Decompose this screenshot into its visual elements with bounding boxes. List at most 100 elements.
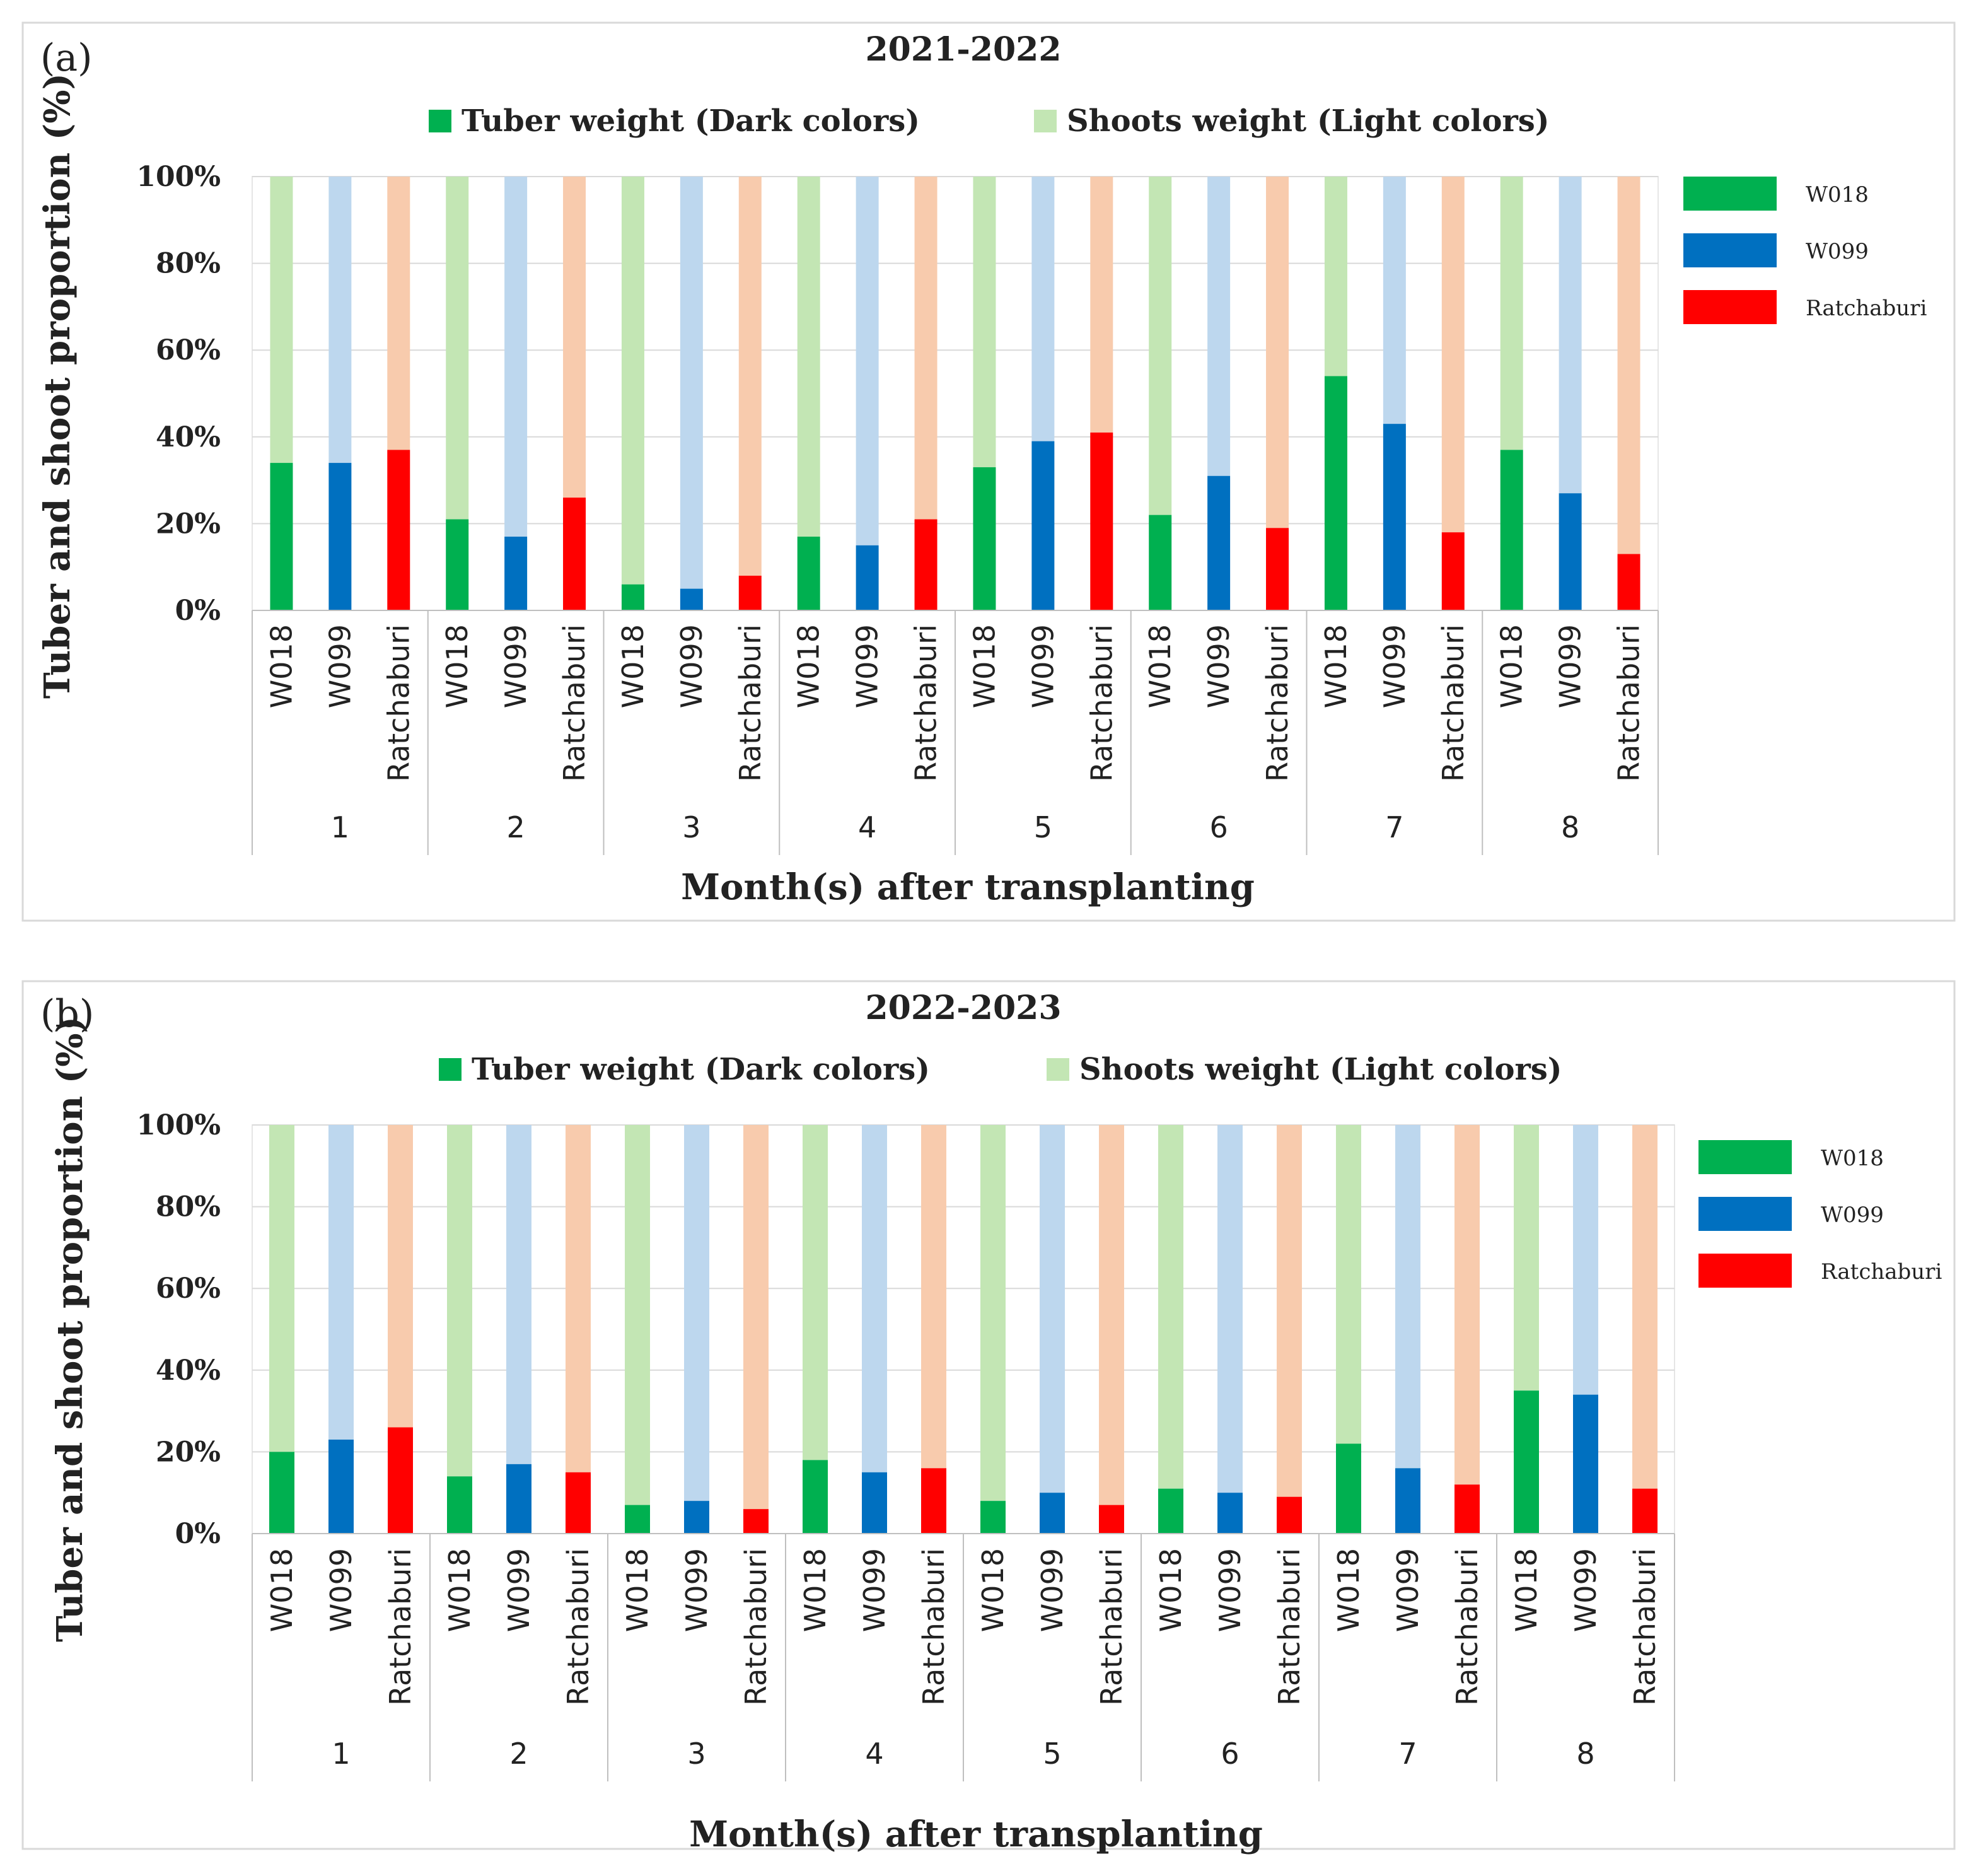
category-label: Ratchaburi	[381, 624, 415, 782]
bar-tuber-ratchaburi-month-6	[1266, 528, 1289, 610]
group-label-month: 6	[1209, 810, 1228, 844]
group-label-month: 7	[1385, 810, 1403, 844]
category-label: Ratchaburi	[739, 1548, 773, 1706]
bar-shoots-w018-month-2	[446, 177, 469, 520]
bar-shoots-w099-month-5	[1031, 177, 1055, 441]
legend-swatch-shoots	[1047, 1058, 1069, 1081]
category-label: Ratchaburi	[733, 624, 767, 782]
bar-shoots-w018-month-4	[797, 177, 820, 537]
bar-tuber-w099-month-5	[1040, 1493, 1065, 1534]
bar-shoots-ratchaburi-month-5	[1090, 177, 1113, 433]
bar-tuber-w018-month-3	[625, 1505, 650, 1534]
bar-tuber-w099-month-4	[856, 545, 879, 610]
bar-tuber-ratchaburi-month-2	[563, 498, 586, 610]
bar-tuber-w018-month-7	[1324, 376, 1347, 610]
category-label: Ratchaburi	[1084, 624, 1118, 782]
chart-title: 2022-2023	[865, 989, 1061, 1027]
bar-shoots-w018-month-3	[625, 1125, 650, 1505]
bar-shoots-ratchaburi-month-6	[1277, 1125, 1302, 1497]
bar-shoots-w018-month-2	[447, 1125, 472, 1477]
plot-area	[252, 1124, 1675, 1534]
bar-tuber-ratchaburi-month-4	[914, 519, 938, 610]
bar-shoots-ratchaburi-month-2	[563, 177, 586, 498]
y-tick-label: 60%	[156, 1273, 221, 1305]
bar-tuber-w099-month-6	[1217, 1493, 1243, 1534]
y-tick-label: 20%	[156, 1436, 221, 1468]
legend-label-shoots: Shoots weight (Light colors)	[1067, 103, 1550, 139]
bar-tuber-w099-month-8	[1559, 493, 1582, 610]
panel-border	[21, 980, 1956, 1850]
bar-shoots-w018-month-3	[621, 177, 644, 585]
bar-shoots-w099-month-1	[328, 177, 352, 463]
group-label-month: 2	[509, 1737, 528, 1771]
bar-shoots-w018-month-4	[803, 1125, 828, 1460]
legend-swatch-tuber	[429, 110, 451, 132]
bar-tuber-w018-month-5	[973, 467, 996, 610]
category-label: W018	[967, 624, 1001, 708]
bar-tuber-w018-month-8	[1514, 1390, 1539, 1534]
category-label: W099	[675, 624, 709, 708]
category-label: Ratchaburi	[1094, 1548, 1129, 1706]
side-legend-label-ratchaburi: Ratchaburi	[1806, 296, 1927, 321]
category-label: Ratchaburi	[561, 1548, 595, 1706]
category-label: W099	[857, 1548, 891, 1632]
bar-tuber-w099-month-4	[862, 1472, 887, 1534]
legend-label-shoots: Shoots weight (Light colors)	[1079, 1052, 1562, 1087]
chart-title: 2021-2022	[865, 30, 1061, 69]
category-label: Ratchaburi	[557, 624, 591, 782]
bar-shoots-ratchaburi-month-3	[743, 1125, 769, 1510]
bar-shoots-w099-month-6	[1217, 1125, 1243, 1493]
bar-tuber-w099-month-5	[1031, 441, 1055, 610]
category-label: W018	[443, 1548, 477, 1632]
category-label: W099	[323, 624, 357, 708]
group-label-month: 8	[1576, 1737, 1594, 1771]
bar-shoots-w018-month-1	[270, 177, 293, 463]
category-label: W018	[1319, 624, 1353, 708]
category-label: W018	[1143, 624, 1177, 708]
group-label-month: 8	[1561, 810, 1579, 844]
category-label: W099	[1391, 1548, 1425, 1632]
bar-tuber-ratchaburi-month-5	[1090, 432, 1113, 610]
category-label: Ratchaburi	[1260, 624, 1294, 782]
category-label: W018	[1332, 1548, 1366, 1632]
bar-shoots-w099-month-3	[680, 177, 703, 589]
chart-panel-a: (a) 2021-2022 Tuber weight (Dark colors) Sh…	[21, 21, 1956, 922]
bar-shoots-w099-month-7	[1383, 177, 1406, 424]
category-label: W099	[1202, 624, 1236, 708]
x-axis-title: Month(s) after transplanting	[689, 1814, 1263, 1855]
y-tick-label: 100%	[136, 161, 221, 193]
category-label: W018	[1495, 624, 1529, 708]
panel-label: (b)	[40, 992, 94, 1036]
bar-tuber-ratchaburi-month-7	[1454, 1484, 1480, 1534]
y-tick-label: 60%	[156, 334, 221, 366]
category-label: W018	[798, 1548, 832, 1632]
category-label: Ratchaburi	[917, 1548, 951, 1706]
group-label-month: 3	[682, 810, 700, 844]
y-axis-title: Tuber and shoot proportion (%)	[49, 1017, 91, 1642]
bar-tuber-w018-month-4	[803, 1460, 828, 1534]
bar-tuber-ratchaburi-month-6	[1277, 1496, 1302, 1534]
category-label: Ratchaburi	[909, 624, 943, 782]
legend-swatch-shoots	[1034, 110, 1057, 132]
category-label: W018	[265, 1548, 299, 1632]
group-label-month: 4	[865, 1737, 883, 1771]
category-label: Ratchaburi	[1272, 1548, 1306, 1706]
chart-panel-b: (b) 2022-2023 Tuber weight (Dark colors) Sh…	[21, 980, 1956, 1855]
plot-area	[252, 176, 1659, 611]
side-legend-label-w099: W099	[1821, 1203, 1884, 1228]
side-legend-label-w018: W018	[1806, 182, 1869, 207]
bar-shoots-w099-month-5	[1040, 1125, 1065, 1493]
bar-tuber-ratchaburi-month-4	[921, 1468, 946, 1534]
bar-shoots-ratchaburi-month-6	[1266, 177, 1289, 528]
category-label: Ratchaburi	[1436, 624, 1470, 782]
y-axis-title: Tuber and shoot proportion (%)	[37, 73, 78, 699]
bar-shoots-w099-month-7	[1395, 1125, 1420, 1469]
bar-tuber-w018-month-1	[269, 1452, 294, 1534]
bar-shoots-w099-month-2	[506, 1125, 531, 1464]
bar-shoots-ratchaburi-month-7	[1454, 1125, 1480, 1485]
bar-shoots-w099-month-8	[1559, 177, 1582, 494]
y-tick-label: 80%	[156, 1191, 221, 1223]
bar-shoots-w099-month-6	[1207, 177, 1231, 476]
y-tick-label: 0%	[175, 595, 221, 627]
category-label: Ratchaburi	[383, 1548, 417, 1706]
